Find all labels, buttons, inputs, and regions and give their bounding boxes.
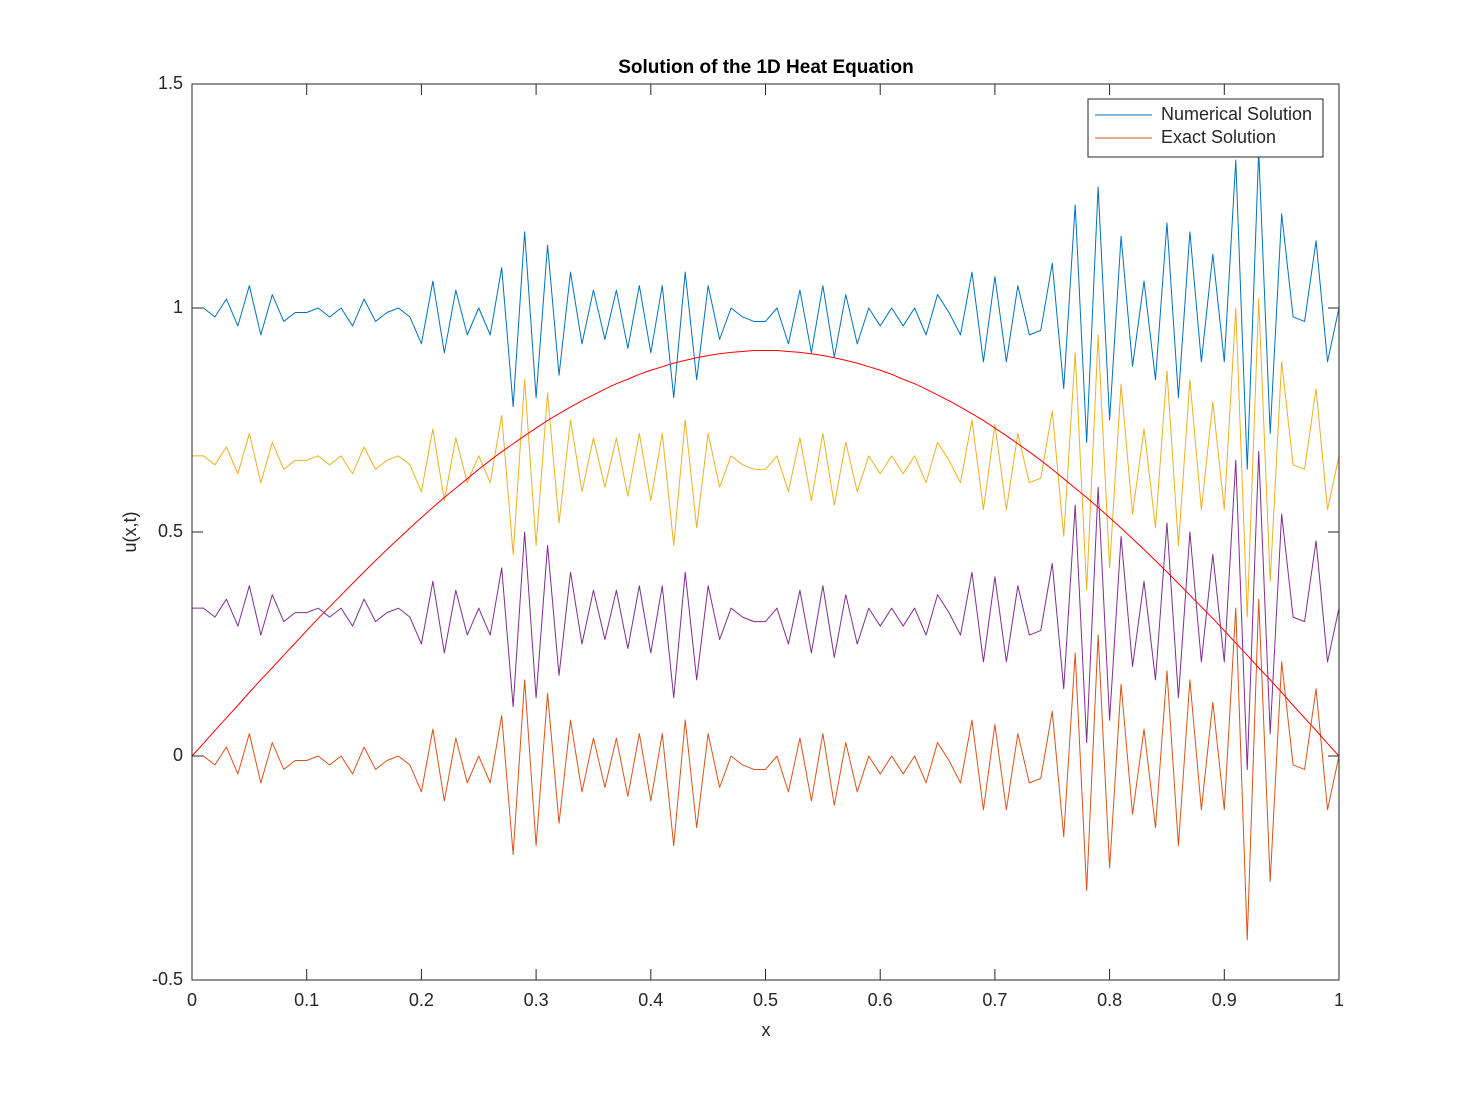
- y-tick-label: -0.5: [152, 969, 183, 989]
- x-tick-label: 0.3: [524, 990, 549, 1010]
- series-line: [192, 150, 1340, 470]
- series-line: [192, 450, 1340, 770]
- y-tick-label: 1: [173, 297, 183, 317]
- legend-label: Numerical Solution: [1161, 104, 1312, 124]
- legend-label: Exact Solution: [1161, 127, 1276, 147]
- x-tick-label: 0.9: [1212, 990, 1237, 1010]
- series-line: [192, 298, 1340, 618]
- x-tick-label: 0: [187, 990, 197, 1010]
- legend-box: [1087, 98, 1324, 158]
- y-tick-label: 1.5: [158, 73, 183, 93]
- x-tick-label: 0.6: [868, 990, 893, 1010]
- x-tick-label: 1: [1334, 990, 1344, 1010]
- y-tick-label: 0.5: [158, 521, 183, 541]
- series-line: [191, 350, 1340, 757]
- x-tick-label: 0.8: [1097, 990, 1122, 1010]
- y-tick-label: 0: [173, 745, 183, 765]
- y-axis-label: u(x,t): [120, 511, 140, 552]
- x-tick-label: 0.5: [753, 990, 778, 1010]
- x-tick-label: 0.7: [982, 990, 1007, 1010]
- chart-title: Solution of the 1D Heat Equation: [618, 57, 914, 78]
- x-tick-label: 0.4: [638, 990, 663, 1010]
- x-axis-label: x: [762, 1020, 771, 1040]
- x-tick-label: 0.2: [409, 990, 434, 1010]
- x-tick-label: 0.1: [294, 990, 319, 1010]
- series-line: [192, 598, 1340, 941]
